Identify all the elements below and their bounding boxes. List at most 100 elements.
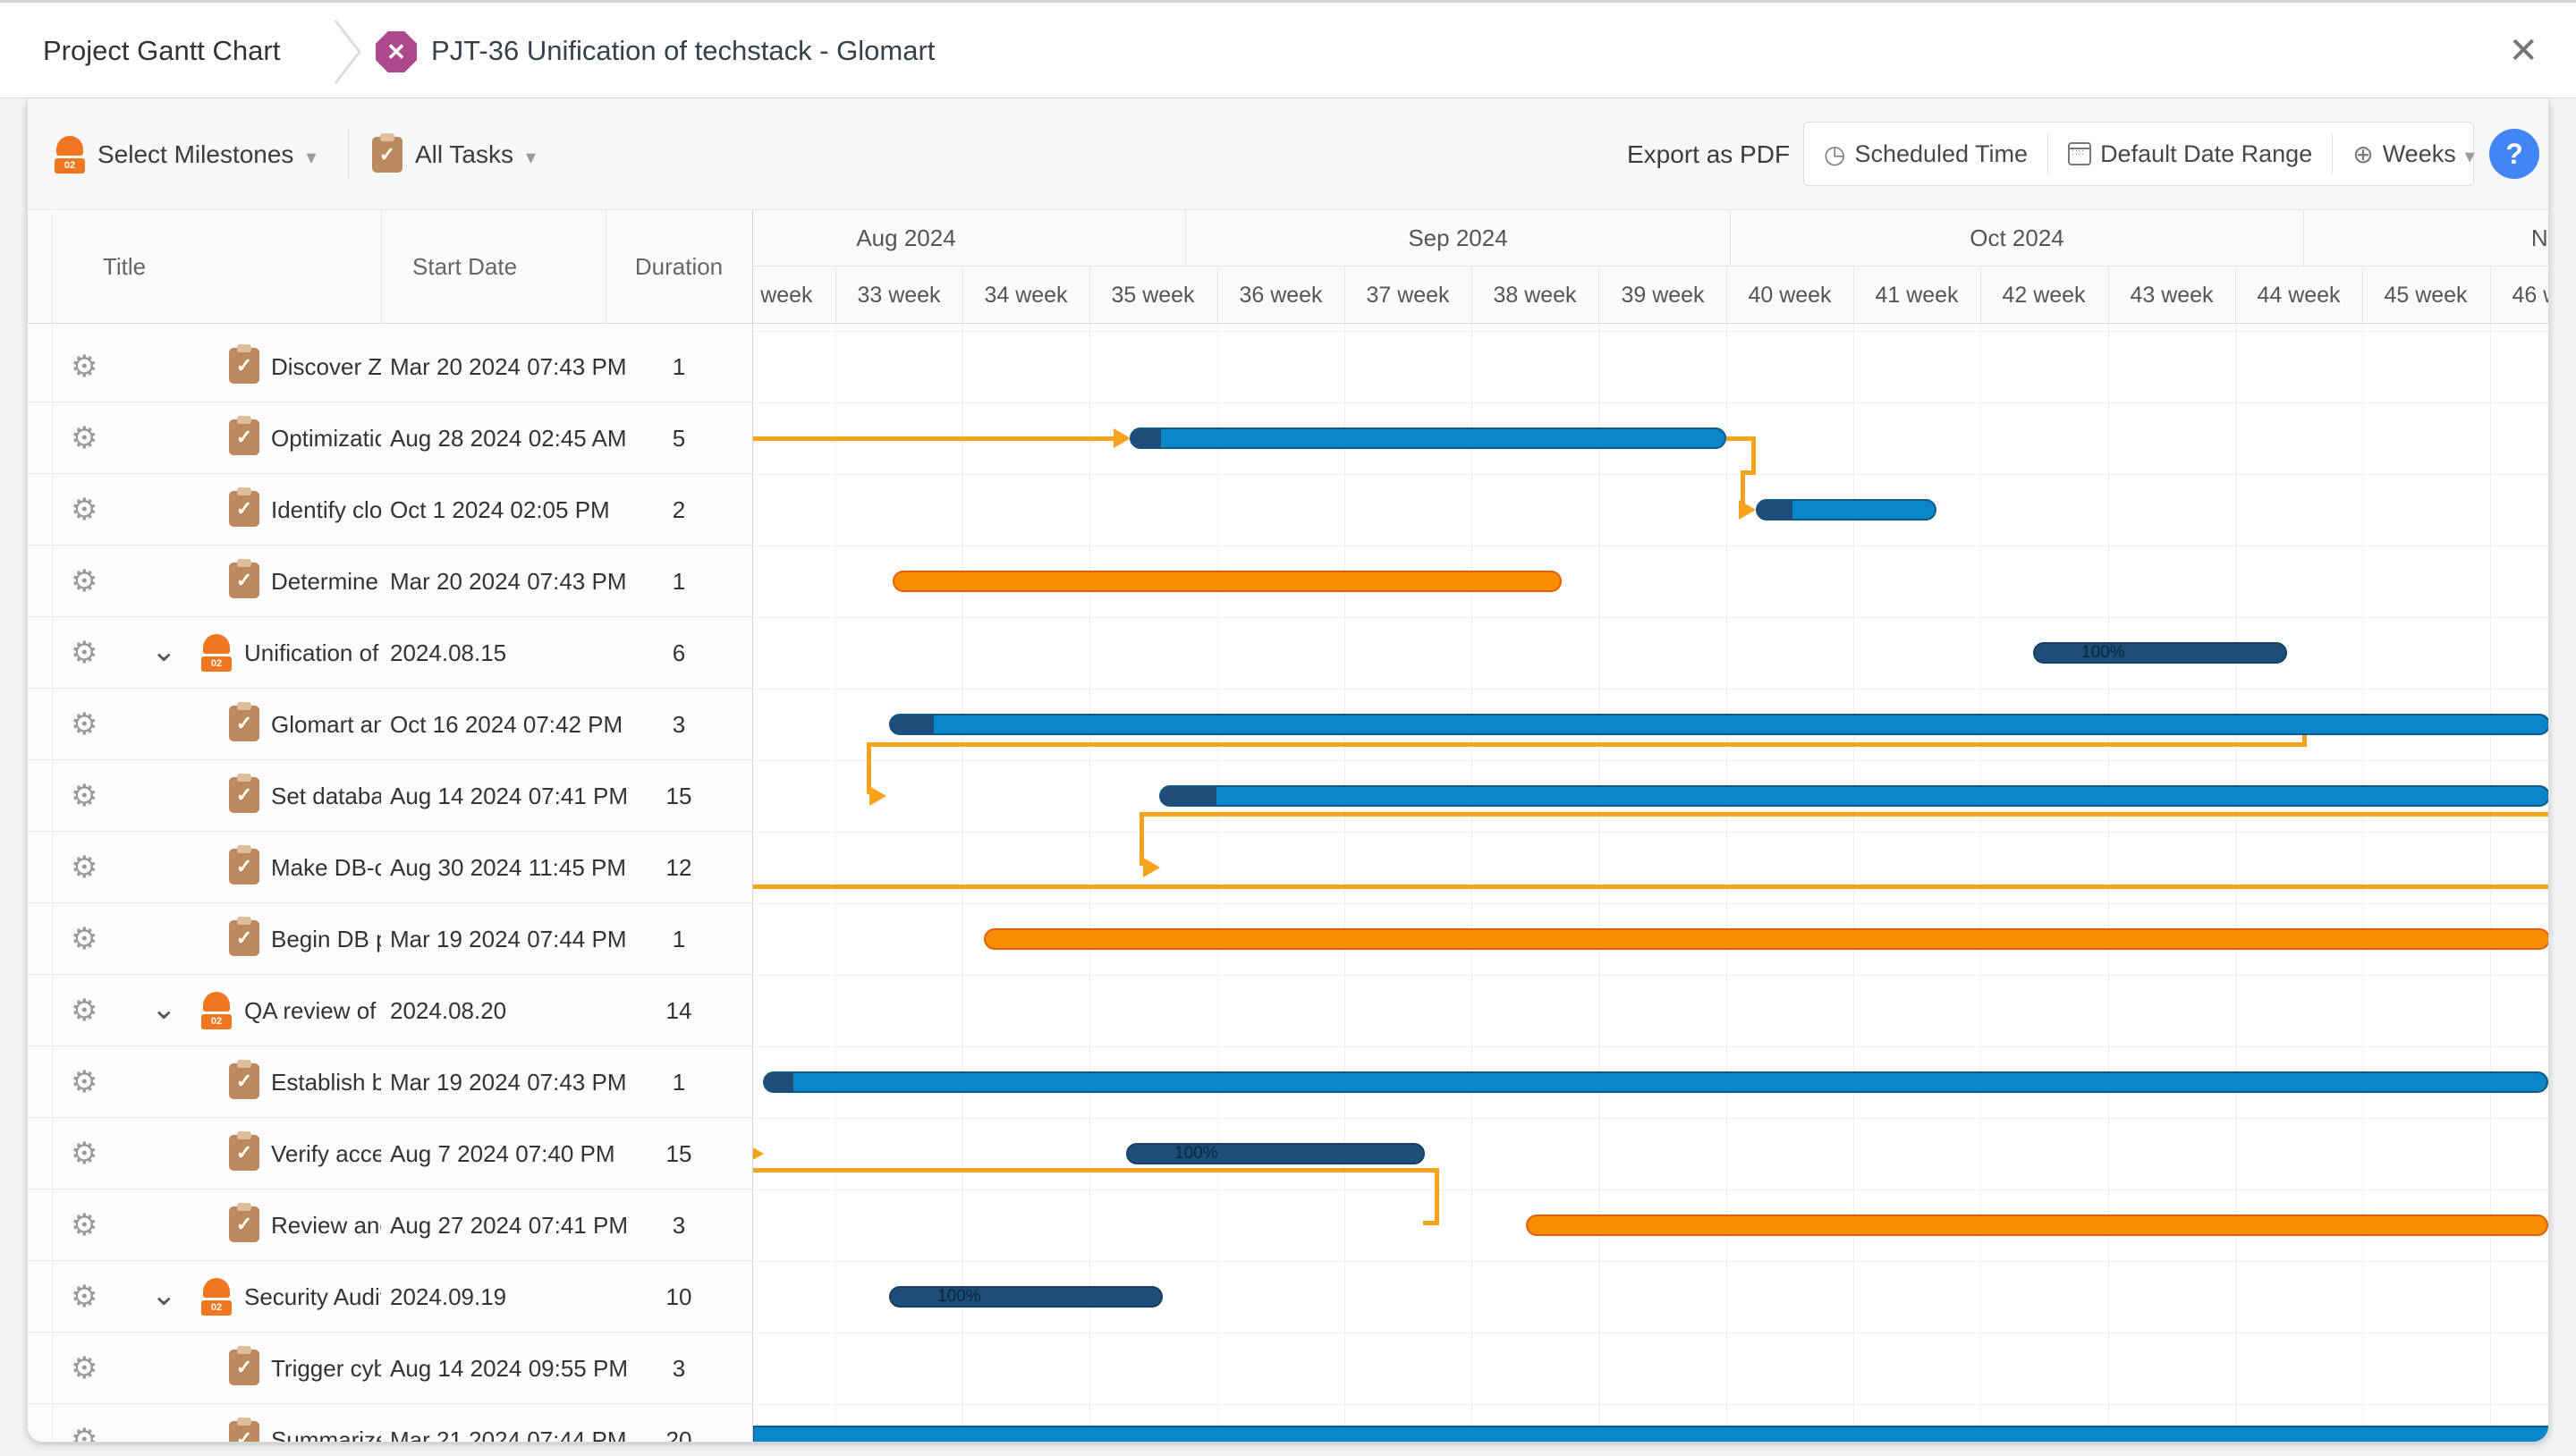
chevron-down-icon: ▾ bbox=[525, 145, 537, 168]
all-tasks-label: All Tasks bbox=[415, 140, 513, 168]
week-divider bbox=[962, 267, 963, 323]
task-icon bbox=[229, 917, 259, 956]
table-row[interactable]: ⚙ Verify access Aug 7 2024 07:40 PM 15 bbox=[28, 1118, 752, 1189]
gear-icon[interactable]: ⚙ bbox=[71, 636, 98, 670]
gantt-bar-planned[interactable] bbox=[752, 1426, 2548, 1442]
all-tasks-dropdown[interactable]: All Tasks ▾ bbox=[372, 98, 536, 210]
duration-cell: 15 bbox=[665, 783, 692, 809]
grid-hline bbox=[752, 474, 2548, 475]
table-row[interactable]: ⚙ Determine the Mar 20 2024 07:43 PM 1 bbox=[28, 546, 752, 617]
expand-chevron-icon[interactable]: ⌄ bbox=[151, 634, 177, 668]
page-title: PJT-36 Unification of techstack - Glomar… bbox=[431, 35, 936, 66]
week-divider bbox=[1089, 267, 1091, 323]
gantt-bar-complete[interactable]: 100% bbox=[2033, 642, 2287, 664]
task-icon bbox=[229, 1203, 259, 1242]
close-icon[interactable]: ✕ bbox=[2508, 31, 2538, 71]
table-row[interactable]: ⚙ Establish bas Mar 19 2024 07:43 PM 1 bbox=[28, 1046, 752, 1118]
start-date-cell: Aug 30 2024 11:45 PM bbox=[390, 854, 627, 881]
gantt-bar-complete[interactable]: 100% bbox=[1126, 1143, 1425, 1164]
gantt-bar-planned[interactable] bbox=[1159, 785, 2548, 807]
gear-icon[interactable]: ⚙ bbox=[71, 1280, 98, 1314]
grid-vline bbox=[2234, 324, 2236, 1442]
chevron-down-icon: ▾ bbox=[306, 145, 317, 168]
table-row[interactable]: ⚙ Review and c Aug 27 2024 07:41 PM 3 bbox=[28, 1189, 752, 1261]
gear-icon[interactable]: ⚙ bbox=[71, 564, 98, 598]
gear-icon[interactable]: ⚙ bbox=[71, 851, 98, 885]
grid-vline bbox=[2362, 324, 2364, 1442]
help-button[interactable]: ? bbox=[2489, 129, 2539, 179]
gantt-bar-parent[interactable] bbox=[1526, 1215, 2548, 1236]
export-as-pdf-button[interactable]: Export as PDF bbox=[1627, 140, 1791, 168]
gantt-bar-planned[interactable] bbox=[1130, 427, 1726, 449]
table-row[interactable]: ⚙ ⌄ 02 Unification of the 2024.08.15 6 bbox=[28, 617, 752, 689]
gear-icon[interactable]: ⚙ bbox=[71, 493, 98, 527]
grid-vline bbox=[962, 324, 963, 1442]
gear-icon[interactable]: ⚙ bbox=[71, 707, 98, 741]
gear-icon[interactable]: ⚙ bbox=[71, 1423, 98, 1443]
gear-icon[interactable]: ⚙ bbox=[71, 779, 98, 813]
column-header-start-date[interactable]: Start Date bbox=[412, 253, 518, 280]
gear-icon[interactable]: ⚙ bbox=[71, 994, 98, 1028]
week-header-cell: 32 week bbox=[752, 283, 813, 308]
table-row[interactable]: ⚙ ⌄ 02 Security Audit ar 2024.09.19 10 bbox=[28, 1261, 752, 1333]
header-divider bbox=[381, 210, 382, 324]
table-row[interactable]: ⚙ Trigger cybers Aug 14 2024 09:55 PM 3 bbox=[28, 1333, 752, 1404]
progress-label: 100% bbox=[937, 1287, 981, 1306]
grid-vline bbox=[1089, 324, 1091, 1442]
calendar-icon bbox=[2068, 142, 2092, 165]
progress-cap bbox=[890, 715, 934, 734]
duration-cell: 12 bbox=[665, 854, 692, 881]
expand-chevron-icon[interactable]: ⌄ bbox=[151, 992, 177, 1026]
gear-icon[interactable]: ⚙ bbox=[71, 922, 98, 956]
table-row[interactable]: ⚙ Make DB-con Aug 30 2024 11:45 PM 12 bbox=[28, 832, 752, 903]
week-divider bbox=[1216, 267, 1218, 323]
table-row[interactable]: ⚙ Summarize t Mar 21 2024 07:44 PM 20 bbox=[28, 1404, 752, 1443]
milestone-icon-dome bbox=[203, 1278, 230, 1298]
week-header-cell: 46 week bbox=[2512, 283, 2548, 308]
task-icon bbox=[229, 702, 259, 741]
column-header-duration[interactable]: Duration bbox=[634, 253, 724, 280]
task-title: Identify cloud bbox=[271, 496, 381, 523]
table-row[interactable]: ⚙ Begin DB pre Mar 19 2024 07:44 PM 1 bbox=[28, 903, 752, 975]
gantt-bar-parent[interactable] bbox=[984, 928, 2548, 950]
gear-icon[interactable]: ⚙ bbox=[71, 1351, 98, 1385]
gantt-bar-parent[interactable] bbox=[893, 571, 1562, 592]
start-date-cell: Aug 27 2024 07:41 PM bbox=[390, 1212, 628, 1239]
tab-project-gantt-chart[interactable]: Project Gantt Chart bbox=[43, 35, 281, 66]
gantt-bar-planned[interactable] bbox=[1756, 499, 1936, 521]
scheduled-time-button[interactable]: ◷ Scheduled Time bbox=[1804, 133, 2047, 174]
table-row[interactable]: ⚙ Set databases Aug 14 2024 07:41 PM 15 bbox=[28, 760, 752, 832]
table-row[interactable]: ⚙ ⌄ 02 QA review of clo 2024.08.20 14 bbox=[28, 975, 752, 1046]
table-row[interactable]: ⚙ Discover Zylk Mar 20 2024 07:43 PM 1 bbox=[28, 331, 752, 402]
gear-icon[interactable]: ⚙ bbox=[71, 1137, 98, 1171]
dependency-line bbox=[1741, 470, 1745, 506]
gantt-bar-complete[interactable]: 100% bbox=[889, 1286, 1163, 1308]
task-icon bbox=[229, 774, 259, 813]
gear-icon[interactable]: ⚙ bbox=[71, 1208, 98, 1242]
gear-icon[interactable]: ⚙ bbox=[71, 421, 98, 455]
gear-icon[interactable]: ⚙ bbox=[71, 1065, 98, 1099]
zoom-level-dropdown[interactable]: ⊕ Weeks ▾ bbox=[2332, 133, 2495, 174]
left-rail-divider bbox=[52, 210, 53, 1442]
expand-chevron-icon[interactable]: ⌄ bbox=[151, 1278, 177, 1312]
default-date-range-button[interactable]: Default Date Range bbox=[2047, 133, 2332, 174]
duration-cell: 3 bbox=[672, 1212, 686, 1239]
duration-cell: 1 bbox=[672, 926, 686, 952]
dependency-line bbox=[752, 1168, 1439, 1172]
dependency-line bbox=[867, 742, 871, 794]
gear-icon[interactable]: ⚙ bbox=[71, 350, 98, 384]
task-title: Unification of the bbox=[244, 639, 381, 666]
start-date-cell: 2024.08.20 bbox=[390, 997, 507, 1024]
week-header-cell: 42 week bbox=[2002, 283, 2086, 308]
select-milestones-dropdown[interactable]: 02 Select Milestones ▾ bbox=[55, 98, 316, 210]
week-divider bbox=[1598, 267, 1600, 323]
duration-cell: 2 bbox=[672, 496, 686, 523]
gantt-bar-planned[interactable] bbox=[889, 714, 2548, 735]
table-row[interactable]: ⚙ Optimization p Aug 28 2024 02:45 AM 5 bbox=[28, 402, 752, 474]
table-row[interactable]: ⚙ Glomart and 2 Oct 16 2024 07:42 PM 3 bbox=[28, 689, 752, 760]
column-header-title[interactable]: Title bbox=[102, 253, 147, 280]
table-row[interactable]: ⚙ Identify cloud Oct 1 2024 02:05 PM 2 bbox=[28, 474, 752, 546]
gantt-bar-planned[interactable] bbox=[763, 1071, 2548, 1093]
week-divider bbox=[2362, 267, 2364, 323]
tasks-icon bbox=[372, 132, 402, 173]
